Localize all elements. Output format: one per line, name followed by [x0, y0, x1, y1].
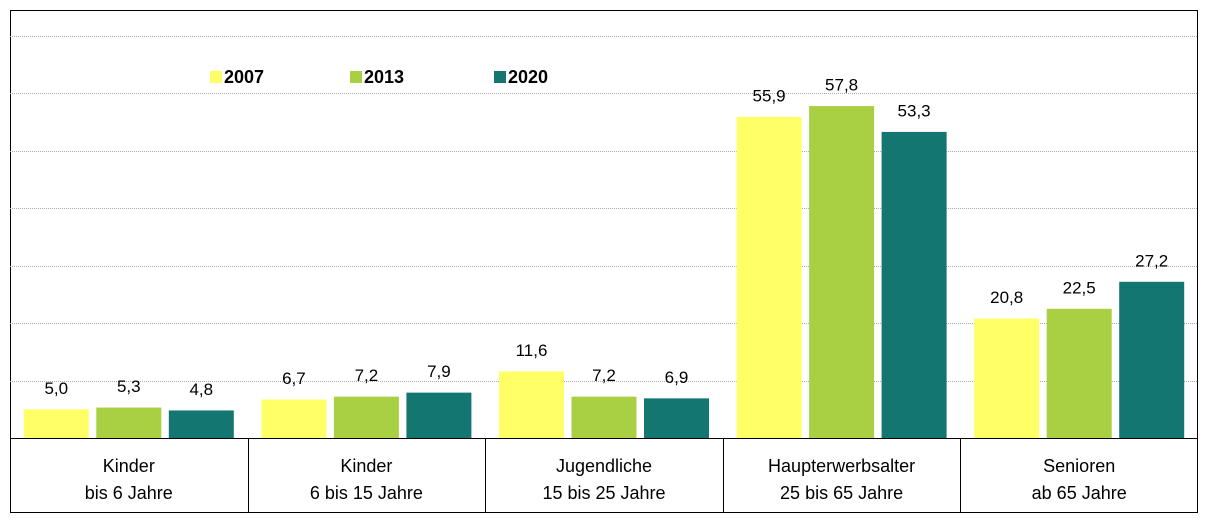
x-tick-label: Senioren: [1043, 456, 1115, 476]
data-label: 57,8: [825, 76, 858, 95]
frame: [10, 10, 1198, 513]
x-tick-label: bis 6 Jahre: [85, 483, 173, 503]
data-label: 11,6: [516, 341, 548, 360]
data-label: 27,2: [1135, 251, 1168, 270]
data-label: 20,8: [990, 288, 1023, 307]
legend-label: 2007: [224, 67, 264, 87]
bar: [499, 371, 564, 438]
bar: [1119, 281, 1185, 438]
bar: [261, 399, 327, 438]
bar: [23, 409, 89, 438]
legend-swatch: [494, 71, 506, 83]
data-label: 55,9: [753, 86, 786, 105]
bar: [571, 396, 637, 438]
data-label: 4,8: [189, 380, 213, 399]
x-tick-label: ab 65 Jahre: [1032, 483, 1127, 503]
bar: [1046, 308, 1112, 438]
data-label: 7,9: [427, 362, 451, 381]
legend-label: 2020: [508, 67, 548, 87]
data-label: 22,5: [1063, 278, 1096, 297]
bar: [881, 131, 947, 439]
data-label: 7,2: [355, 366, 379, 385]
bar: [406, 392, 472, 438]
bar: [168, 410, 234, 438]
legend-swatch: [210, 71, 222, 83]
bar: [96, 407, 162, 438]
legend-label: 2013: [364, 67, 404, 87]
bar: [809, 106, 875, 438]
x-tick-label: 6 bis 15 Jahre: [310, 483, 423, 503]
data-label: 5,0: [44, 379, 68, 398]
bar: [644, 398, 709, 438]
x-tick-label: Jugendliche: [556, 456, 652, 476]
x-tick-label: 15 bis 25 Jahre: [542, 483, 665, 503]
data-label: 6,9: [665, 368, 689, 387]
x-tick-label: Kinder: [340, 456, 392, 476]
x-tick-label: Haupterwerbsalter: [768, 456, 915, 476]
x-tick-label: Kinder: [103, 456, 155, 476]
bar: [736, 116, 802, 438]
legend-swatch: [350, 71, 362, 83]
data-label: 6,7: [282, 369, 306, 388]
x-tick-label: 25 bis 65 Jahre: [780, 483, 903, 503]
bar: [974, 318, 1040, 438]
data-label: 53,3: [898, 101, 931, 120]
data-label: 5,3: [117, 377, 141, 396]
bar: [333, 396, 399, 438]
data-label: 7,2: [592, 366, 616, 385]
